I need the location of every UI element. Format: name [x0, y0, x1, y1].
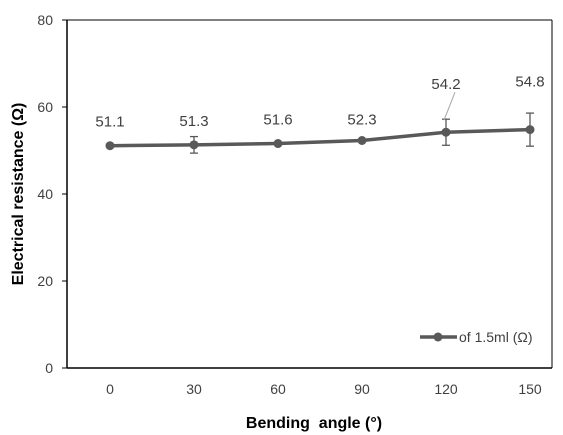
- x-tick-label: 30: [186, 381, 202, 397]
- x-tick-label: 0: [106, 381, 114, 397]
- data-point: [189, 140, 199, 150]
- data-label: 52.3: [347, 111, 376, 128]
- x-tick-label: 90: [354, 381, 370, 397]
- data-label: 54.2: [431, 76, 460, 93]
- x-tick-label: 150: [518, 381, 542, 397]
- data-label: 51.1: [95, 114, 124, 131]
- data-label: 51.3: [179, 113, 208, 130]
- legend-series-label: of 1.5ml (Ω): [459, 329, 532, 345]
- data-label: 54.8: [515, 74, 544, 91]
- y-tick-label: 0: [45, 360, 53, 376]
- legend: of 1.5ml (Ω): [420, 329, 532, 345]
- series-line: [109, 127, 531, 148]
- x-axis-title: Bending angle (°): [246, 415, 382, 432]
- data-point: [525, 125, 535, 135]
- data-point: [357, 135, 367, 145]
- data-label: 51.6: [263, 112, 292, 129]
- data-point: [105, 141, 115, 151]
- y-tick-label: 20: [37, 273, 53, 289]
- y-axis-title: Electrical resistance (Ω): [10, 103, 27, 286]
- x-tick-label: 60: [270, 381, 286, 397]
- legend-marker-swatch: [433, 332, 443, 342]
- data-point: [441, 127, 451, 137]
- y-tick-label: 40: [37, 186, 53, 202]
- x-tick-label: 120: [434, 381, 458, 397]
- data-label-leader-line: [443, 92, 456, 121]
- y-tick-label: 80: [37, 12, 53, 28]
- y-tick-label: 60: [37, 99, 53, 115]
- data-point: [273, 139, 283, 149]
